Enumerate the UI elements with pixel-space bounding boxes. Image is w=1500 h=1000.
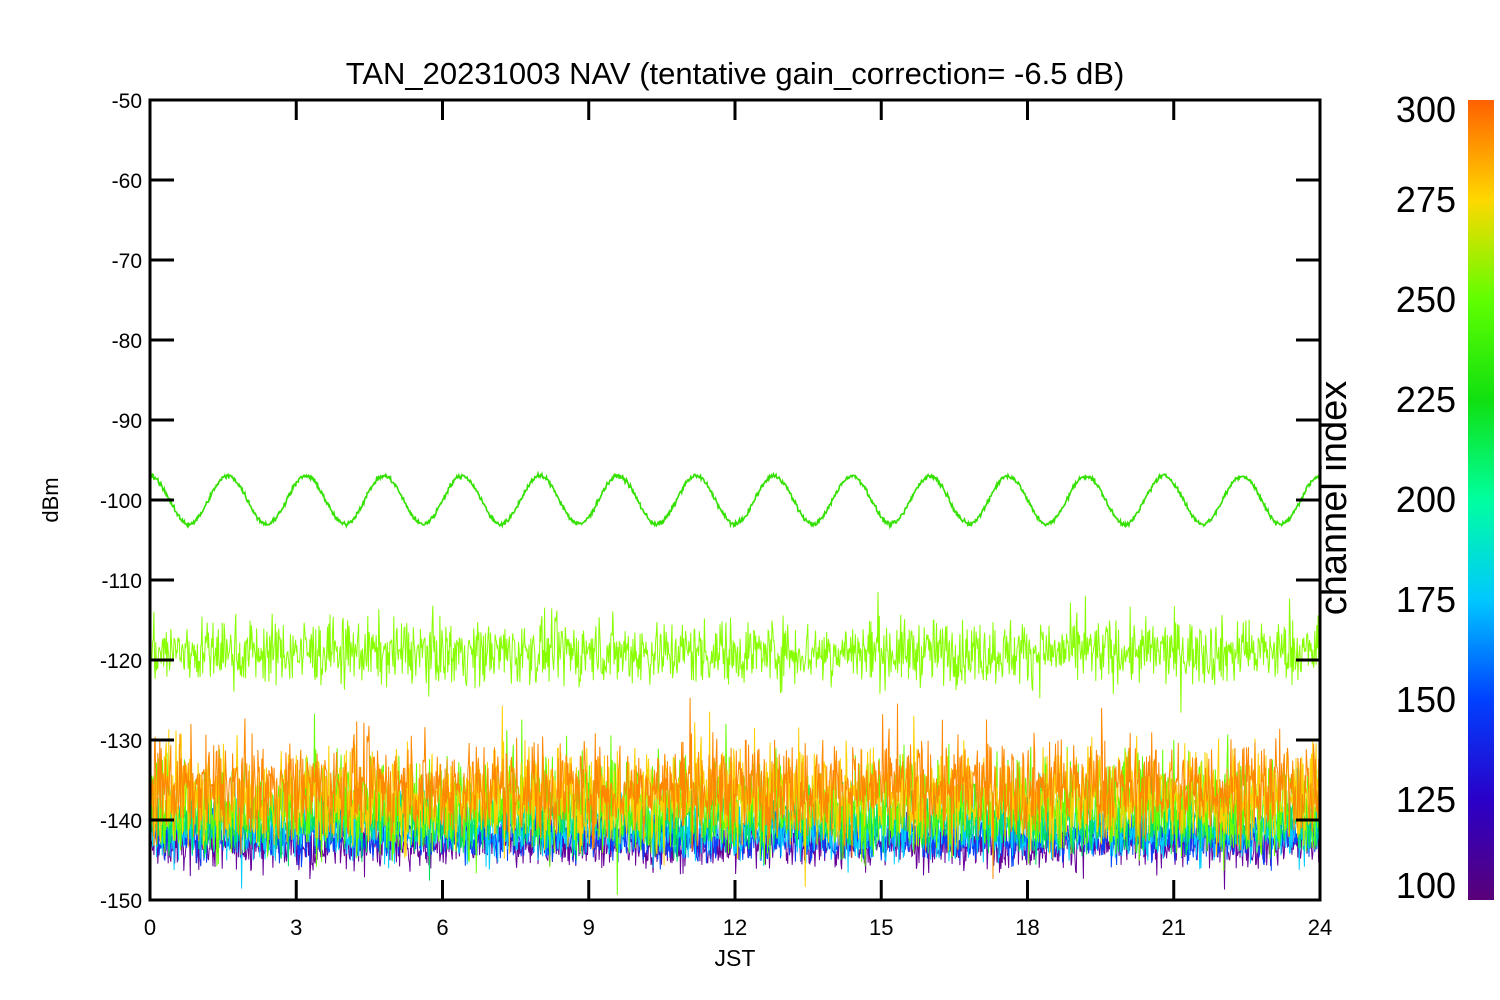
- colorbar-tick-label: 200: [1396, 479, 1456, 520]
- y-tick-label: -50: [112, 90, 142, 113]
- y-tick-label: -150: [100, 890, 142, 913]
- x-tick-label: 0: [144, 915, 156, 940]
- y-axis: -50 -60 -70 -80 -90 -100 -110 -120 -130 -140 -150: [100, 90, 1320, 913]
- colorbar-tick-label: 300: [1396, 89, 1456, 130]
- y-tick-label: -60: [112, 170, 142, 193]
- colorbar-tick-label: 175: [1396, 579, 1456, 620]
- colorbar-label: channel index: [1313, 381, 1355, 616]
- colorbar-tick-label: 250: [1396, 279, 1456, 320]
- colorbar-tick-label: 100: [1396, 865, 1456, 906]
- x-tick-label: 12: [723, 915, 747, 940]
- x-tick-label: 18: [1015, 915, 1039, 940]
- y-tick-label: -120: [100, 650, 142, 673]
- x-axis-label: JST: [715, 945, 756, 971]
- y-tick-label: -90: [112, 410, 142, 433]
- x-tick-label: 9: [583, 915, 595, 940]
- colorbar-tick-label: 225: [1396, 379, 1456, 420]
- colorbar-ticks: 100 125 150 175 200 225 250 275 300: [1396, 89, 1456, 906]
- x-tick-label: 6: [436, 915, 448, 940]
- y-axis-label: dBm: [38, 477, 63, 522]
- x-tick-label: 3: [290, 915, 302, 940]
- y-tick-label: -140: [100, 810, 142, 833]
- y-tick-label: -70: [112, 250, 142, 273]
- colorbar-tick-label: 275: [1396, 179, 1456, 220]
- series-line-ch245: [150, 713, 1320, 895]
- y-tick-label: -100: [100, 490, 142, 513]
- series-line-ch290: [150, 697, 1320, 879]
- colorbar: [1468, 100, 1494, 900]
- colorbar-tick-label: 125: [1396, 779, 1456, 820]
- colorbar-tick-label: 150: [1396, 679, 1456, 720]
- series-line-ch237: [150, 470, 1320, 530]
- x-tick-label: 21: [1162, 915, 1186, 940]
- y-tick-label: -130: [100, 730, 142, 753]
- y-tick-label: -110: [102, 570, 142, 593]
- x-axis: 0 3 6 9 12 15 18 21 24: [144, 100, 1332, 940]
- series-line-ch255: [150, 591, 1320, 713]
- plot-area: [150, 470, 1320, 895]
- x-tick-label: 15: [869, 915, 893, 940]
- chart-title: TAN_20231003 NAV (tentative gain_correct…: [346, 56, 1125, 91]
- y-tick-label: -80: [112, 330, 142, 353]
- x-tick-label: 24: [1308, 915, 1332, 940]
